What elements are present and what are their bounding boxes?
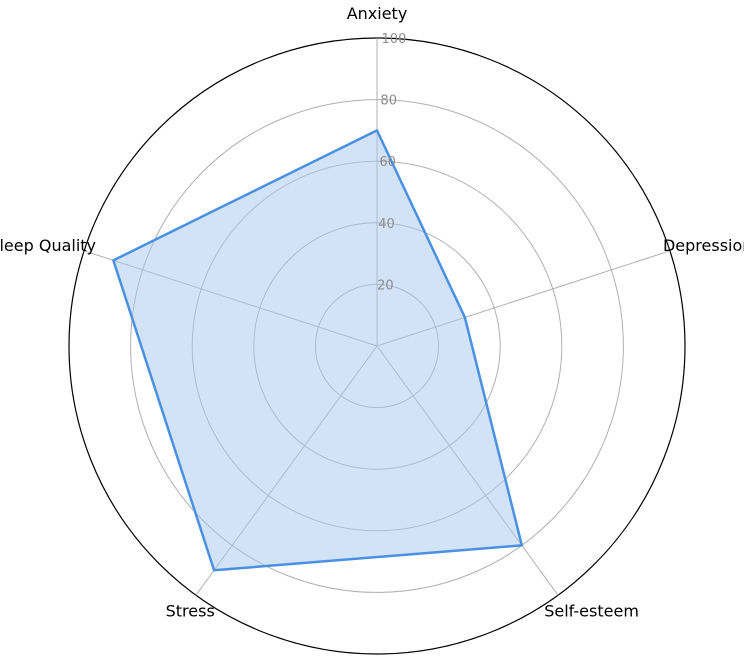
axis-label-anxiety: Anxiety <box>347 4 408 23</box>
series-layer <box>112 129 524 572</box>
series-fill-0 <box>113 130 522 571</box>
tick-label-80: 80 <box>380 94 397 109</box>
tick-label-100: 100 <box>382 32 407 47</box>
tick-label-40: 40 <box>378 217 395 232</box>
axis-labels: Anxiety Depression Self-esteem Stress Sleep … <box>0 4 744 621</box>
axis-label-sleep-quality: Sleep Quality <box>0 236 96 255</box>
axis-label-self-esteem: Self-esteem <box>544 602 639 621</box>
tick-label-20: 20 <box>377 278 394 293</box>
tick-labels: 20 40 60 80 100 <box>377 32 406 293</box>
tick-label-60: 60 <box>379 155 396 170</box>
series-line-0 <box>112 129 524 572</box>
axis-label-stress: Stress <box>166 602 215 621</box>
axis-label-depression: Depression <box>663 236 744 255</box>
